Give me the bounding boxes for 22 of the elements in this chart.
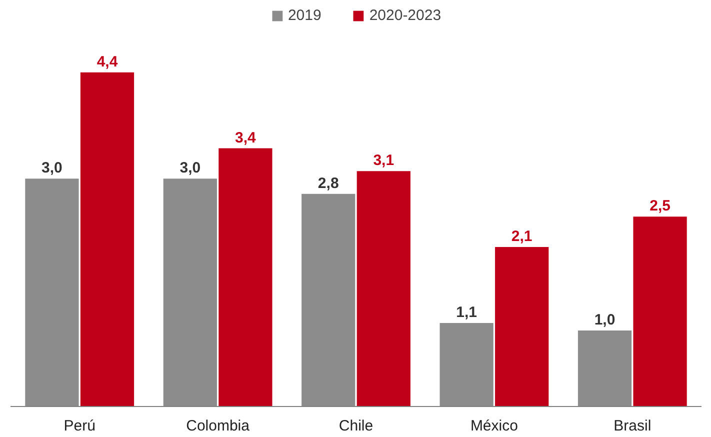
bar <box>218 148 272 406</box>
data-label: 3,0 <box>42 160 62 177</box>
data-label: 2,8 <box>318 174 339 192</box>
data-label: 1,0 <box>594 312 616 329</box>
x-tick-label: Brasil <box>614 418 652 434</box>
data-label: 2,5 <box>650 198 670 215</box>
x-tick-label: Chile <box>338 418 374 434</box>
data-label: 1,1 <box>456 304 477 321</box>
data-label: 4,4 <box>96 53 118 70</box>
x-tick-label: México <box>470 418 518 434</box>
data-label: 3,0 <box>180 160 201 177</box>
data-label: 3,1 <box>373 152 394 170</box>
x-tick-label: Colombia <box>186 418 250 434</box>
data-label: 3,4 <box>235 129 257 146</box>
data-label: 2,1 <box>511 228 532 246</box>
bar <box>495 247 549 406</box>
x-tick-label: Perú <box>64 418 96 434</box>
legend-label: 2020-2023 <box>369 7 442 24</box>
bar <box>356 171 410 406</box>
bar <box>80 72 134 406</box>
legend-label: 2019 <box>288 7 322 24</box>
bar <box>633 216 687 406</box>
